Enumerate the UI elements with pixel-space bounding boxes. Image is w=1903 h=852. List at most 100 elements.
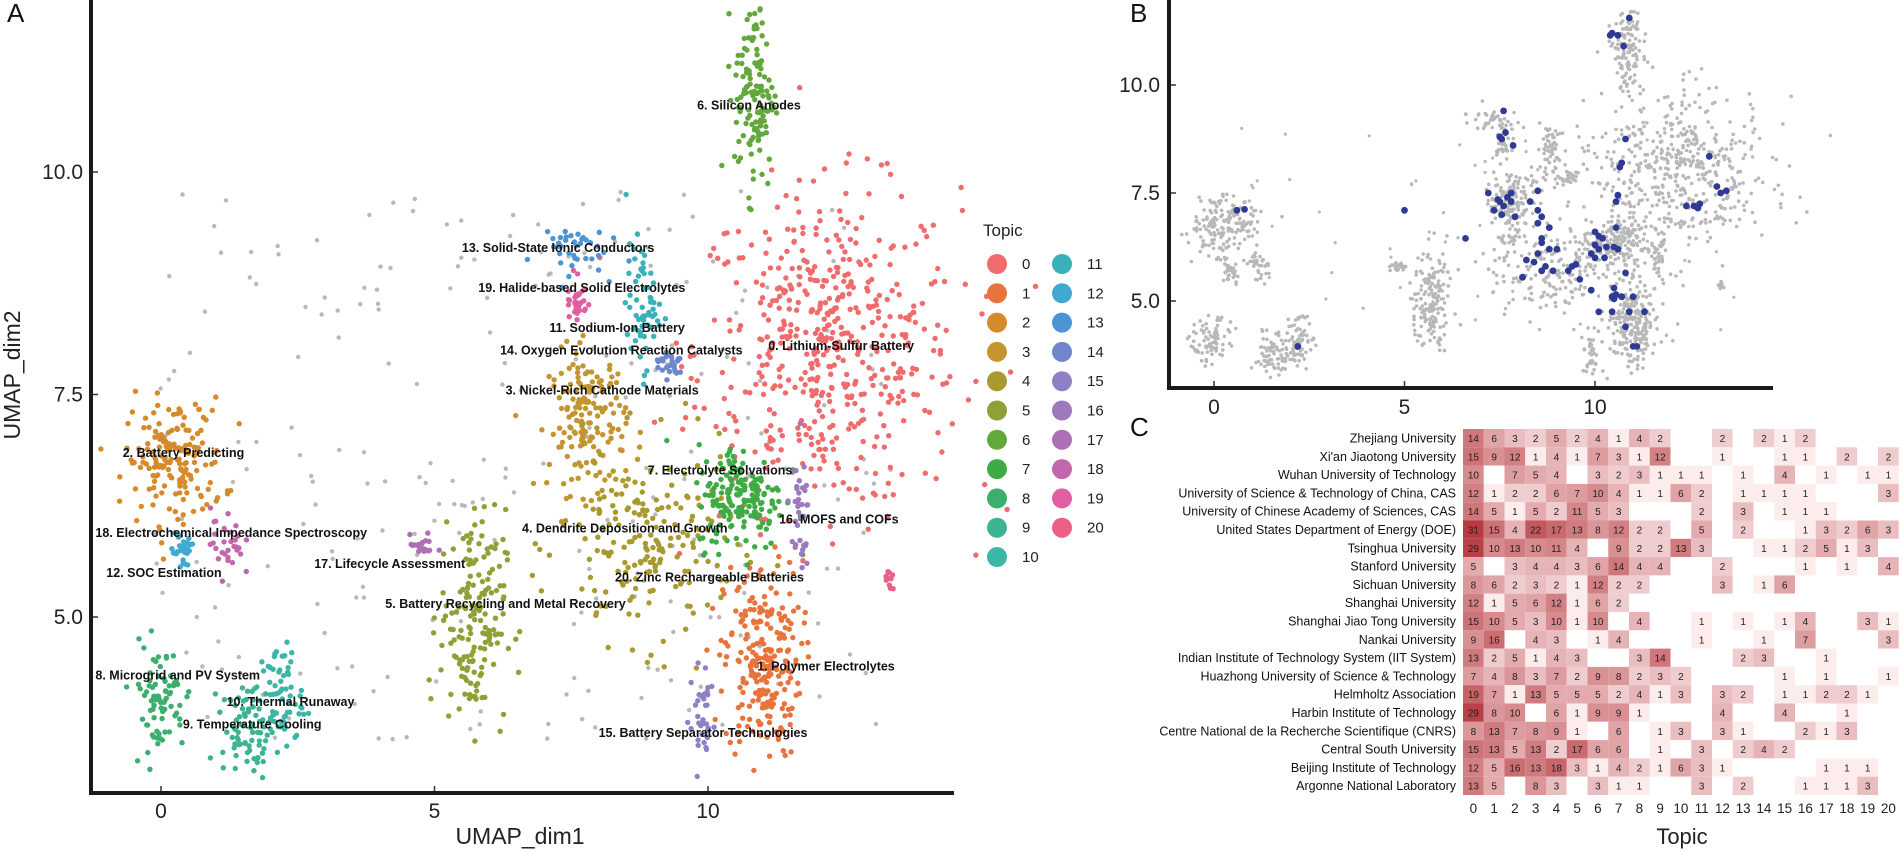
topic-4-point <box>625 505 631 511</box>
topic-9-point <box>250 704 256 710</box>
topic-0-point <box>844 401 851 408</box>
noise-point <box>423 480 428 486</box>
legend-swatch-topic-15 <box>1052 371 1072 392</box>
topic-3-point <box>556 395 562 401</box>
topic-9-point <box>249 737 255 744</box>
background-point <box>1201 242 1206 247</box>
topic-5-point <box>450 546 456 552</box>
topic-0-point <box>840 256 846 263</box>
topic-0-point <box>678 363 685 370</box>
topic-0-point <box>844 371 850 378</box>
background-point <box>1416 291 1420 296</box>
topic-7-point <box>736 512 742 518</box>
topic-3-point <box>616 402 623 409</box>
background-point <box>1227 237 1232 241</box>
background-point <box>1511 242 1516 246</box>
noise-point <box>507 233 513 239</box>
background-point <box>1668 103 1672 108</box>
background-point <box>1633 154 1637 159</box>
background-point <box>1219 235 1223 240</box>
background-point <box>1548 143 1553 147</box>
topic-0-point <box>935 430 941 436</box>
topic-7-point <box>740 448 747 454</box>
topic-0-point <box>809 268 815 274</box>
background-point <box>1741 156 1745 161</box>
topic-0-point <box>846 256 853 263</box>
topic-0-point <box>900 369 906 375</box>
background-point <box>1442 332 1447 337</box>
highlight-point <box>1534 250 1542 257</box>
background-point <box>1233 262 1238 267</box>
background-point <box>1496 141 1501 146</box>
topic-1-point <box>805 654 812 660</box>
topic-8-point <box>159 715 165 722</box>
topic-4-point <box>652 568 659 574</box>
background-point <box>1592 367 1596 372</box>
topic-3-point <box>582 440 588 447</box>
background-point <box>1198 227 1203 232</box>
topic-1-point <box>770 701 776 707</box>
topic-12-point <box>187 542 193 548</box>
x-tick-label: 5 <box>429 800 441 823</box>
topic-0-point <box>808 434 814 441</box>
background-point <box>1581 368 1585 373</box>
background-point <box>1416 256 1420 260</box>
topic-4-point <box>627 410 633 416</box>
background-point <box>1420 258 1424 262</box>
background-point <box>1667 194 1671 199</box>
background-point <box>1494 149 1499 154</box>
topic-0-point <box>855 348 862 354</box>
topic-2-point <box>177 408 184 415</box>
background-point <box>1666 146 1670 151</box>
background-point <box>1290 357 1295 362</box>
topic-5-point <box>515 669 522 675</box>
topic-4-point <box>597 508 603 515</box>
highlight-point <box>1603 243 1610 251</box>
topic-0-point <box>770 340 776 346</box>
topic-8-point <box>151 693 157 699</box>
background-point <box>1707 149 1711 154</box>
topic-9-point <box>207 755 214 761</box>
background-point <box>1500 125 1504 130</box>
background-point <box>1240 126 1244 130</box>
background-point <box>1307 322 1312 326</box>
topic-7-point <box>769 487 776 493</box>
noise-point <box>708 615 713 620</box>
topic-15-point <box>709 683 715 690</box>
background-point <box>1633 228 1638 232</box>
background-point <box>1636 11 1640 15</box>
topic-1-point <box>742 623 748 629</box>
topic-0-point <box>909 371 915 377</box>
background-point <box>1236 274 1240 279</box>
legend-swatch-topic-5 <box>987 400 1007 421</box>
topic-2-point <box>172 445 179 451</box>
topic-18-point <box>207 505 214 511</box>
topic-16-point <box>797 513 804 520</box>
background-point <box>1427 230 1431 234</box>
topic-16-point <box>799 501 805 508</box>
background-point <box>1494 273 1499 278</box>
background-point <box>1648 320 1652 325</box>
background-point <box>1613 271 1617 276</box>
background-point <box>1669 142 1674 147</box>
topic-0-point <box>830 273 837 280</box>
topic-4-point <box>648 467 654 473</box>
topic-0-point <box>737 323 744 329</box>
topic-5-point <box>471 505 478 511</box>
background-point <box>1705 239 1710 244</box>
topic-5-point <box>440 590 446 596</box>
background-point <box>1662 157 1666 161</box>
background-point <box>1697 147 1701 151</box>
background-point <box>1632 211 1636 215</box>
topic-3-point <box>622 405 629 411</box>
topic-6-point <box>747 11 753 18</box>
background-point <box>1414 179 1418 183</box>
background-point <box>1436 311 1440 315</box>
topic-1-point <box>709 605 716 612</box>
topic-6-point <box>753 83 760 89</box>
background-point <box>1619 242 1623 246</box>
topic-0-point <box>930 222 936 228</box>
background-point <box>1661 241 1666 245</box>
topic-15-point <box>695 737 701 743</box>
background-point <box>1744 200 1749 204</box>
